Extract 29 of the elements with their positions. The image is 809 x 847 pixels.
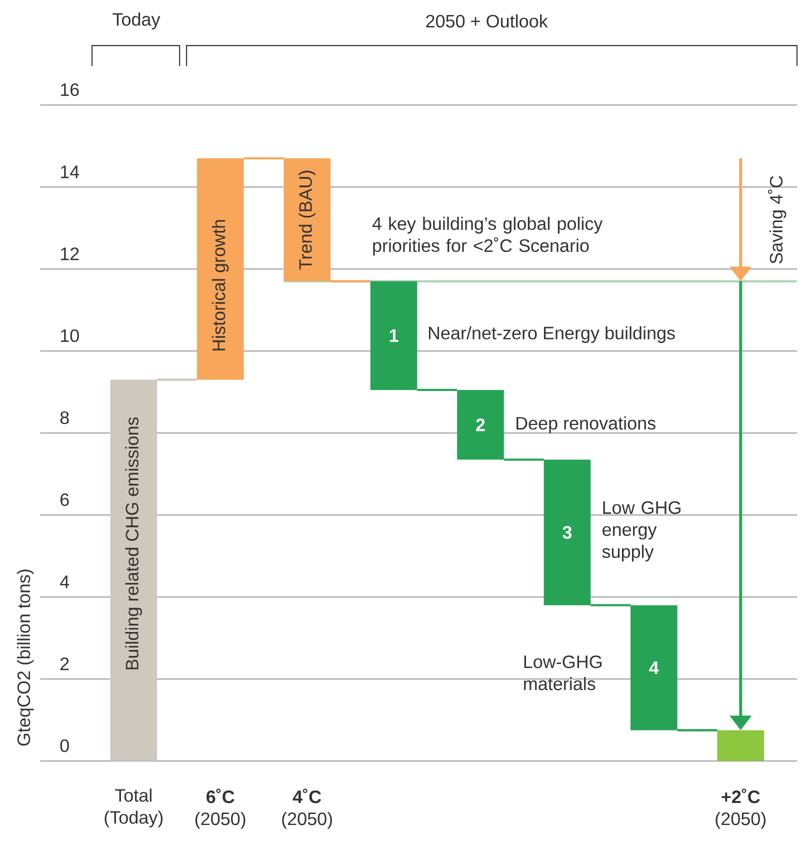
annotation: Deep renovations xyxy=(516,416,656,434)
y-tick-label: 16 xyxy=(60,83,79,96)
x-tick-label: 6˚C (2050) xyxy=(195,788,246,829)
y-tick-label: 14 xyxy=(60,166,80,178)
x-tick-label: Total (Today) xyxy=(104,788,163,828)
text: Today xyxy=(112,12,160,30)
annotation: Trend (BAU) xyxy=(298,170,316,270)
annotation: Low-GHG materials xyxy=(524,655,602,690)
y-tick-label: 0 xyxy=(60,739,69,752)
x-tick-label: 4˚C (2050) xyxy=(282,788,332,829)
x-tick-label: +2˚C (2050) xyxy=(716,788,766,829)
y-tick-label: 12 xyxy=(60,248,79,260)
annotation: Low GHG energy supply xyxy=(602,501,680,562)
annotation: Saving 4˚C xyxy=(768,176,786,264)
annotation: 4 xyxy=(649,662,659,674)
y-tick-label: 6 xyxy=(60,493,69,506)
annotation: Near/net-zero Energy buildings xyxy=(428,326,675,343)
annotation: 4 key building’s global policy priorities for <2˚C Scenario xyxy=(372,216,603,256)
text: 2050 + Outlook xyxy=(426,14,548,28)
y-tick-label: 4 xyxy=(60,576,70,588)
y-tick-label: 8 xyxy=(60,411,69,424)
annotation: 2 xyxy=(476,418,485,432)
annotation: 1 xyxy=(390,329,398,342)
y-tick-label: 2 xyxy=(60,657,69,670)
y-axis-title: GteqCO2 (billion tons) xyxy=(16,570,34,746)
y-tick-label: 10 xyxy=(60,329,79,342)
annotation: 3 xyxy=(562,526,572,539)
annotation: Building related CHG emissions xyxy=(125,417,142,670)
annotation: Historical growth xyxy=(212,220,229,350)
